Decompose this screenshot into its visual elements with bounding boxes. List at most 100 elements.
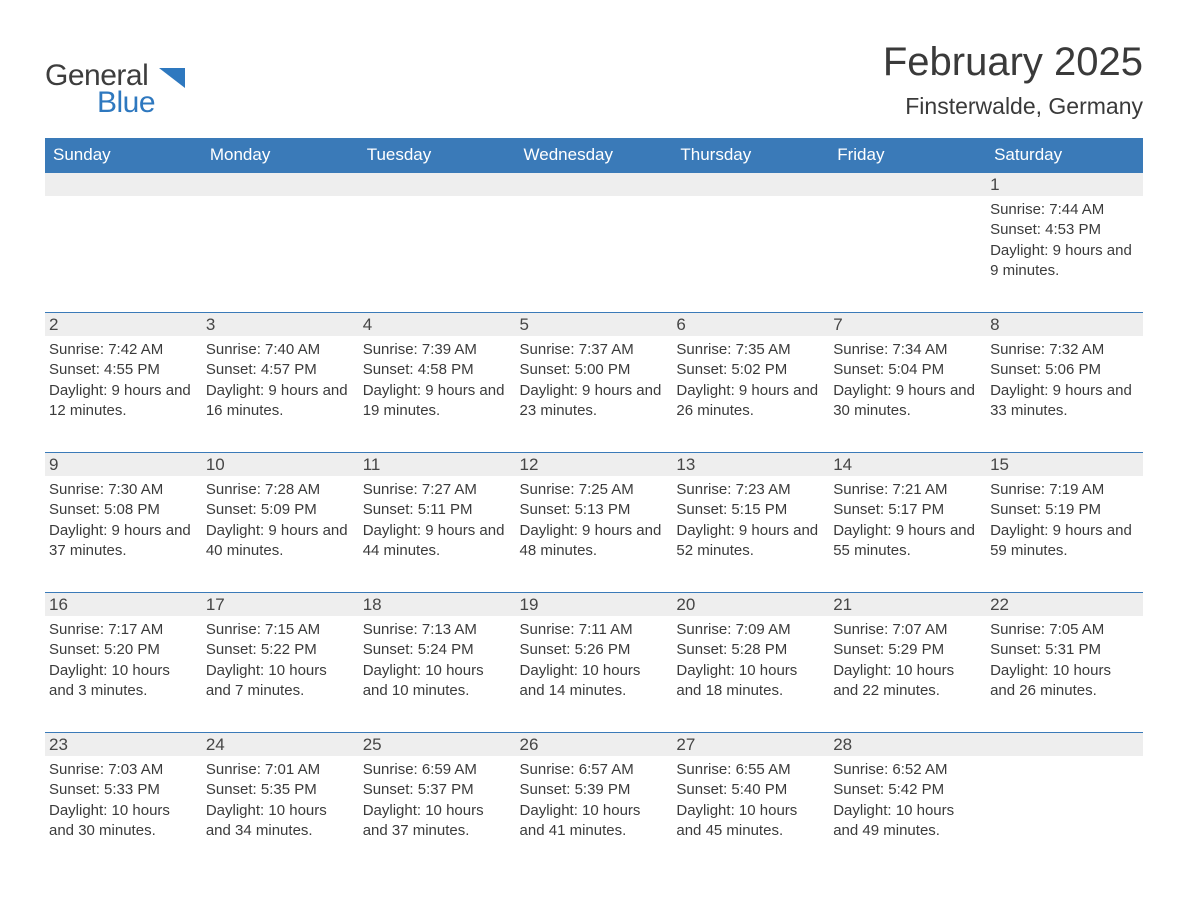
day-details: Sunrise: 7:32 AMSunset: 5:06 PMDaylight:… bbox=[986, 336, 1143, 425]
day-number: 26 bbox=[516, 732, 673, 756]
daylight-text: Daylight: 9 hours and 26 minutes. bbox=[676, 381, 825, 422]
calendar-cell: 15Sunrise: 7:19 AMSunset: 5:19 PMDayligh… bbox=[986, 452, 1143, 592]
day-details: Sunrise: 7:44 AMSunset: 4:53 PMDaylight:… bbox=[986, 196, 1143, 285]
day-number: 23 bbox=[45, 732, 202, 756]
calendar-cell: 10Sunrise: 7:28 AMSunset: 5:09 PMDayligh… bbox=[202, 452, 359, 592]
calendar-cell: 28Sunrise: 6:52 AMSunset: 5:42 PMDayligh… bbox=[829, 732, 986, 872]
day-number: 13 bbox=[672, 452, 829, 476]
sunrise-text: Sunrise: 7:25 AM bbox=[520, 480, 669, 500]
daylight-text: Daylight: 10 hours and 30 minutes. bbox=[49, 801, 198, 842]
sunrise-text: Sunrise: 7:09 AM bbox=[676, 620, 825, 640]
sunrise-text: Sunrise: 7:19 AM bbox=[990, 480, 1139, 500]
sunset-text: Sunset: 5:40 PM bbox=[676, 780, 825, 800]
calendar-cell: 4Sunrise: 7:39 AMSunset: 4:58 PMDaylight… bbox=[359, 312, 516, 452]
day-number: 17 bbox=[202, 592, 359, 616]
day-number bbox=[516, 172, 673, 196]
day-details: Sunrise: 6:52 AMSunset: 5:42 PMDaylight:… bbox=[829, 756, 986, 845]
sunset-text: Sunset: 5:08 PM bbox=[49, 500, 198, 520]
daylight-text: Daylight: 9 hours and 9 minutes. bbox=[990, 241, 1139, 282]
day-number: 25 bbox=[359, 732, 516, 756]
sunrise-text: Sunrise: 7:37 AM bbox=[520, 340, 669, 360]
daylight-text: Daylight: 9 hours and 40 minutes. bbox=[206, 521, 355, 562]
calendar-cell: 7Sunrise: 7:34 AMSunset: 5:04 PMDaylight… bbox=[829, 312, 986, 452]
calendar-week: 16Sunrise: 7:17 AMSunset: 5:20 PMDayligh… bbox=[45, 592, 1143, 732]
calendar-week: 1Sunrise: 7:44 AMSunset: 4:53 PMDaylight… bbox=[45, 172, 1143, 312]
day-number bbox=[672, 172, 829, 196]
title-block: February 2025 Finsterwalde, Germany bbox=[883, 40, 1143, 120]
day-number: 6 bbox=[672, 312, 829, 336]
calendar-cell: 26Sunrise: 6:57 AMSunset: 5:39 PMDayligh… bbox=[516, 732, 673, 872]
calendar-cell: 3Sunrise: 7:40 AMSunset: 4:57 PMDaylight… bbox=[202, 312, 359, 452]
sunrise-text: Sunrise: 7:35 AM bbox=[676, 340, 825, 360]
calendar-cell bbox=[45, 172, 202, 312]
sunset-text: Sunset: 4:55 PM bbox=[49, 360, 198, 380]
day-number: 12 bbox=[516, 452, 673, 476]
calendar-week: 9Sunrise: 7:30 AMSunset: 5:08 PMDaylight… bbox=[45, 452, 1143, 592]
day-number: 21 bbox=[829, 592, 986, 616]
calendar-cell: 23Sunrise: 7:03 AMSunset: 5:33 PMDayligh… bbox=[45, 732, 202, 872]
sunset-text: Sunset: 5:02 PM bbox=[676, 360, 825, 380]
day-number: 9 bbox=[45, 452, 202, 476]
calendar-cell: 17Sunrise: 7:15 AMSunset: 5:22 PMDayligh… bbox=[202, 592, 359, 732]
daylight-text: Daylight: 9 hours and 30 minutes. bbox=[833, 381, 982, 422]
day-number bbox=[986, 732, 1143, 756]
sunrise-text: Sunrise: 6:57 AM bbox=[520, 760, 669, 780]
calendar-cell: 8Sunrise: 7:32 AMSunset: 5:06 PMDaylight… bbox=[986, 312, 1143, 452]
calendar-cell: 5Sunrise: 7:37 AMSunset: 5:00 PMDaylight… bbox=[516, 312, 673, 452]
day-details: Sunrise: 7:13 AMSunset: 5:24 PMDaylight:… bbox=[359, 616, 516, 705]
day-details: Sunrise: 7:01 AMSunset: 5:35 PMDaylight:… bbox=[202, 756, 359, 845]
col-monday: Monday bbox=[202, 138, 359, 172]
calendar-table: Sunday Monday Tuesday Wednesday Thursday… bbox=[45, 138, 1143, 872]
calendar-cell bbox=[202, 172, 359, 312]
day-number: 20 bbox=[672, 592, 829, 616]
sunrise-text: Sunrise: 7:21 AM bbox=[833, 480, 982, 500]
page-header: General Blue February 2025 Finsterwalde,… bbox=[45, 40, 1143, 120]
day-details: Sunrise: 7:19 AMSunset: 5:19 PMDaylight:… bbox=[986, 476, 1143, 565]
col-saturday: Saturday bbox=[986, 138, 1143, 172]
sunrise-text: Sunrise: 7:40 AM bbox=[206, 340, 355, 360]
calendar-cell: 9Sunrise: 7:30 AMSunset: 5:08 PMDaylight… bbox=[45, 452, 202, 592]
sunrise-text: Sunrise: 7:11 AM bbox=[520, 620, 669, 640]
daylight-text: Daylight: 10 hours and 45 minutes. bbox=[676, 801, 825, 842]
day-number bbox=[45, 172, 202, 196]
calendar-week: 2Sunrise: 7:42 AMSunset: 4:55 PMDaylight… bbox=[45, 312, 1143, 452]
daylight-text: Daylight: 9 hours and 44 minutes. bbox=[363, 521, 512, 562]
calendar-cell: 27Sunrise: 6:55 AMSunset: 5:40 PMDayligh… bbox=[672, 732, 829, 872]
day-number: 14 bbox=[829, 452, 986, 476]
sunrise-text: Sunrise: 7:34 AM bbox=[833, 340, 982, 360]
daylight-text: Daylight: 9 hours and 33 minutes. bbox=[990, 381, 1139, 422]
daylight-text: Daylight: 10 hours and 14 minutes. bbox=[520, 661, 669, 702]
day-number: 1 bbox=[986, 172, 1143, 196]
day-number: 2 bbox=[45, 312, 202, 336]
calendar-cell: 14Sunrise: 7:21 AMSunset: 5:17 PMDayligh… bbox=[829, 452, 986, 592]
sunrise-text: Sunrise: 7:32 AM bbox=[990, 340, 1139, 360]
calendar-cell bbox=[986, 732, 1143, 872]
sunset-text: Sunset: 4:58 PM bbox=[363, 360, 512, 380]
day-number: 18 bbox=[359, 592, 516, 616]
day-number: 16 bbox=[45, 592, 202, 616]
calendar-cell: 16Sunrise: 7:17 AMSunset: 5:20 PMDayligh… bbox=[45, 592, 202, 732]
daylight-text: Daylight: 10 hours and 49 minutes. bbox=[833, 801, 982, 842]
day-details: Sunrise: 7:42 AMSunset: 4:55 PMDaylight:… bbox=[45, 336, 202, 425]
calendar-cell: 11Sunrise: 7:27 AMSunset: 5:11 PMDayligh… bbox=[359, 452, 516, 592]
sunrise-text: Sunrise: 7:15 AM bbox=[206, 620, 355, 640]
sunrise-text: Sunrise: 7:07 AM bbox=[833, 620, 982, 640]
calendar-week: 23Sunrise: 7:03 AMSunset: 5:33 PMDayligh… bbox=[45, 732, 1143, 872]
day-number: 7 bbox=[829, 312, 986, 336]
calendar-header-row: Sunday Monday Tuesday Wednesday Thursday… bbox=[45, 138, 1143, 172]
day-details: Sunrise: 7:11 AMSunset: 5:26 PMDaylight:… bbox=[516, 616, 673, 705]
sunrise-text: Sunrise: 6:55 AM bbox=[676, 760, 825, 780]
day-number bbox=[359, 172, 516, 196]
day-details: Sunrise: 6:59 AMSunset: 5:37 PMDaylight:… bbox=[359, 756, 516, 845]
sunset-text: Sunset: 5:19 PM bbox=[990, 500, 1139, 520]
brand-text: General Blue bbox=[45, 62, 155, 116]
day-number: 8 bbox=[986, 312, 1143, 336]
sunrise-text: Sunrise: 7:05 AM bbox=[990, 620, 1139, 640]
sunrise-text: Sunrise: 7:03 AM bbox=[49, 760, 198, 780]
calendar-cell: 20Sunrise: 7:09 AMSunset: 5:28 PMDayligh… bbox=[672, 592, 829, 732]
daylight-text: Daylight: 9 hours and 52 minutes. bbox=[676, 521, 825, 562]
col-wednesday: Wednesday bbox=[516, 138, 673, 172]
day-number: 4 bbox=[359, 312, 516, 336]
day-number: 11 bbox=[359, 452, 516, 476]
sunset-text: Sunset: 4:57 PM bbox=[206, 360, 355, 380]
